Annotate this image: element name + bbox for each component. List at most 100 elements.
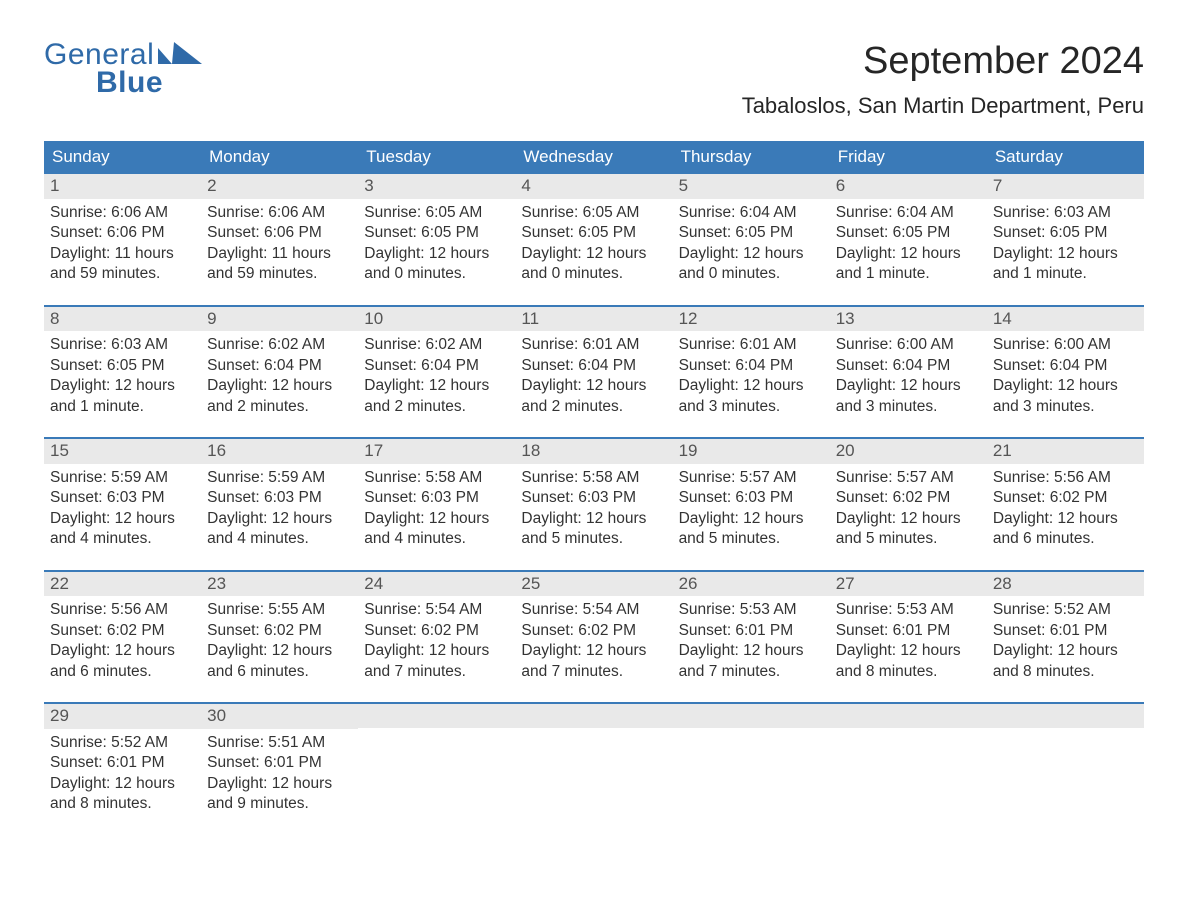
day-body: Sunrise: 5:59 AMSunset: 6:03 PMDaylight:… xyxy=(201,464,358,552)
daylight-text: Daylight: 12 hours and 3 minutes. xyxy=(993,376,1138,417)
header-thursday: Thursday xyxy=(673,141,830,174)
sunset-text: Sunset: 6:06 PM xyxy=(50,223,195,243)
day-cell: 9Sunrise: 6:02 AMSunset: 6:04 PMDaylight… xyxy=(201,307,358,420)
header-monday: Monday xyxy=(201,141,358,174)
day-body: Sunrise: 6:06 AMSunset: 6:06 PMDaylight:… xyxy=(201,199,358,287)
day-cell: 25Sunrise: 5:54 AMSunset: 6:02 PMDayligh… xyxy=(515,572,672,685)
day-body: Sunrise: 5:53 AMSunset: 6:01 PMDaylight:… xyxy=(830,596,987,684)
sunrise-text: Sunrise: 6:02 AM xyxy=(207,335,352,355)
sunset-text: Sunset: 6:04 PM xyxy=(679,356,824,376)
sunset-text: Sunset: 6:03 PM xyxy=(50,488,195,508)
sunrise-text: Sunrise: 5:56 AM xyxy=(993,468,1138,488)
day-number xyxy=(358,704,515,728)
sunset-text: Sunset: 6:02 PM xyxy=(521,621,666,641)
daylight-text: Daylight: 12 hours and 4 minutes. xyxy=(207,509,352,550)
sunset-text: Sunset: 6:01 PM xyxy=(993,621,1138,641)
day-number: 20 xyxy=(830,439,987,464)
title-block: September 2024 Tabaloslos, San Martin De… xyxy=(742,40,1144,119)
daylight-text: Daylight: 12 hours and 7 minutes. xyxy=(364,641,509,682)
daylight-text: Daylight: 12 hours and 2 minutes. xyxy=(521,376,666,417)
day-body: Sunrise: 6:02 AMSunset: 6:04 PMDaylight:… xyxy=(201,331,358,419)
day-body: Sunrise: 6:05 AMSunset: 6:05 PMDaylight:… xyxy=(515,199,672,287)
day-body: Sunrise: 5:54 AMSunset: 6:02 PMDaylight:… xyxy=(358,596,515,684)
sunset-text: Sunset: 6:01 PM xyxy=(50,753,195,773)
month-title: September 2024 xyxy=(742,40,1144,83)
sunrise-text: Sunrise: 5:57 AM xyxy=(836,468,981,488)
sunrise-text: Sunrise: 6:00 AM xyxy=(836,335,981,355)
location-subtitle: Tabaloslos, San Martin Department, Peru xyxy=(742,93,1144,119)
day-cell: 24Sunrise: 5:54 AMSunset: 6:02 PMDayligh… xyxy=(358,572,515,685)
day-number: 24 xyxy=(358,572,515,597)
day-number: 10 xyxy=(358,307,515,332)
week-row: 15Sunrise: 5:59 AMSunset: 6:03 PMDayligh… xyxy=(44,437,1144,552)
daylight-text: Daylight: 12 hours and 7 minutes. xyxy=(521,641,666,682)
day-number: 2 xyxy=(201,174,358,199)
day-number: 1 xyxy=(44,174,201,199)
day-cell xyxy=(358,704,515,817)
day-number: 25 xyxy=(515,572,672,597)
day-number: 26 xyxy=(673,572,830,597)
day-body: Sunrise: 5:57 AMSunset: 6:02 PMDaylight:… xyxy=(830,464,987,552)
day-number: 23 xyxy=(201,572,358,597)
calendar-header-row: Sunday Monday Tuesday Wednesday Thursday… xyxy=(44,141,1144,174)
day-body: Sunrise: 5:58 AMSunset: 6:03 PMDaylight:… xyxy=(515,464,672,552)
sunset-text: Sunset: 6:04 PM xyxy=(207,356,352,376)
day-body: Sunrise: 6:04 AMSunset: 6:05 PMDaylight:… xyxy=(673,199,830,287)
day-number: 12 xyxy=(673,307,830,332)
daylight-text: Daylight: 12 hours and 4 minutes. xyxy=(364,509,509,550)
daylight-text: Daylight: 12 hours and 5 minutes. xyxy=(521,509,666,550)
day-body xyxy=(358,728,515,734)
day-cell: 17Sunrise: 5:58 AMSunset: 6:03 PMDayligh… xyxy=(358,439,515,552)
daylight-text: Daylight: 12 hours and 1 minute. xyxy=(50,376,195,417)
day-number xyxy=(515,704,672,728)
day-body: Sunrise: 6:01 AMSunset: 6:04 PMDaylight:… xyxy=(515,331,672,419)
day-number: 21 xyxy=(987,439,1144,464)
day-number: 3 xyxy=(358,174,515,199)
day-cell: 16Sunrise: 5:59 AMSunset: 6:03 PMDayligh… xyxy=(201,439,358,552)
sunset-text: Sunset: 6:01 PM xyxy=(207,753,352,773)
sunrise-text: Sunrise: 5:52 AM xyxy=(993,600,1138,620)
day-body xyxy=(987,728,1144,734)
sunrise-text: Sunrise: 5:58 AM xyxy=(521,468,666,488)
header-block: General Blue September 2024 Tabaloslos, … xyxy=(44,40,1144,119)
day-cell: 13Sunrise: 6:00 AMSunset: 6:04 PMDayligh… xyxy=(830,307,987,420)
week-row: 1Sunrise: 6:06 AMSunset: 6:06 PMDaylight… xyxy=(44,174,1144,287)
sunset-text: Sunset: 6:02 PM xyxy=(993,488,1138,508)
day-number: 6 xyxy=(830,174,987,199)
day-cell: 21Sunrise: 5:56 AMSunset: 6:02 PMDayligh… xyxy=(987,439,1144,552)
day-number: 19 xyxy=(673,439,830,464)
day-number: 18 xyxy=(515,439,672,464)
daylight-text: Daylight: 12 hours and 5 minutes. xyxy=(679,509,824,550)
logo-mark-icon xyxy=(158,40,202,70)
calendar: Sunday Monday Tuesday Wednesday Thursday… xyxy=(44,141,1144,817)
day-body: Sunrise: 5:52 AMSunset: 6:01 PMDaylight:… xyxy=(987,596,1144,684)
daylight-text: Daylight: 12 hours and 6 minutes. xyxy=(50,641,195,682)
day-cell: 29Sunrise: 5:52 AMSunset: 6:01 PMDayligh… xyxy=(44,704,201,817)
day-body: Sunrise: 6:05 AMSunset: 6:05 PMDaylight:… xyxy=(358,199,515,287)
day-body: Sunrise: 5:56 AMSunset: 6:02 PMDaylight:… xyxy=(987,464,1144,552)
day-body: Sunrise: 5:55 AMSunset: 6:02 PMDaylight:… xyxy=(201,596,358,684)
sunset-text: Sunset: 6:05 PM xyxy=(679,223,824,243)
day-cell: 18Sunrise: 5:58 AMSunset: 6:03 PMDayligh… xyxy=(515,439,672,552)
day-body: Sunrise: 5:53 AMSunset: 6:01 PMDaylight:… xyxy=(673,596,830,684)
daylight-text: Daylight: 12 hours and 1 minute. xyxy=(836,244,981,285)
day-number: 4 xyxy=(515,174,672,199)
sunrise-text: Sunrise: 6:03 AM xyxy=(50,335,195,355)
day-cell: 1Sunrise: 6:06 AMSunset: 6:06 PMDaylight… xyxy=(44,174,201,287)
day-body: Sunrise: 6:04 AMSunset: 6:05 PMDaylight:… xyxy=(830,199,987,287)
day-body xyxy=(673,728,830,734)
day-cell: 3Sunrise: 6:05 AMSunset: 6:05 PMDaylight… xyxy=(358,174,515,287)
day-body: Sunrise: 5:52 AMSunset: 6:01 PMDaylight:… xyxy=(44,729,201,817)
day-body: Sunrise: 6:06 AMSunset: 6:06 PMDaylight:… xyxy=(44,199,201,287)
day-number: 28 xyxy=(987,572,1144,597)
day-body xyxy=(830,728,987,734)
daylight-text: Daylight: 12 hours and 0 minutes. xyxy=(679,244,824,285)
day-body: Sunrise: 5:54 AMSunset: 6:02 PMDaylight:… xyxy=(515,596,672,684)
sunrise-text: Sunrise: 5:56 AM xyxy=(50,600,195,620)
sunset-text: Sunset: 6:04 PM xyxy=(993,356,1138,376)
sunset-text: Sunset: 6:05 PM xyxy=(836,223,981,243)
sunset-text: Sunset: 6:04 PM xyxy=(364,356,509,376)
sunset-text: Sunset: 6:03 PM xyxy=(207,488,352,508)
sunset-text: Sunset: 6:03 PM xyxy=(521,488,666,508)
week-row: 22Sunrise: 5:56 AMSunset: 6:02 PMDayligh… xyxy=(44,570,1144,685)
